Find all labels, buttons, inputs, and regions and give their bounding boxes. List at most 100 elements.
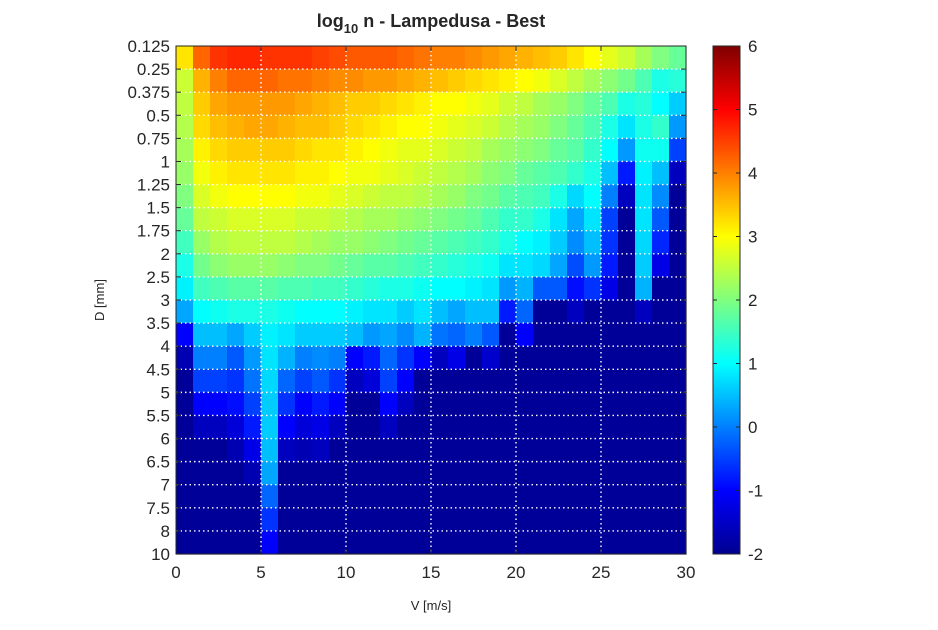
heatmap-cell [635, 253, 653, 278]
heatmap-cell [244, 138, 262, 163]
heatmap-cell [516, 46, 534, 70]
heatmap-cell [533, 507, 551, 532]
heatmap-cell [312, 484, 330, 509]
heatmap-cell [176, 438, 194, 463]
heatmap-cell [635, 115, 653, 139]
heatmap-cell [346, 276, 364, 301]
heatmap-cell [669, 323, 687, 347]
heatmap-cell [465, 323, 483, 347]
heatmap-cell [363, 438, 381, 463]
heatmap-cell [584, 69, 602, 93]
heatmap-cell [329, 69, 347, 93]
heatmap-cell [499, 115, 517, 139]
heatmap-cell [244, 46, 262, 70]
heatmap-cell [482, 46, 500, 70]
heatmap-cell [635, 346, 653, 370]
heatmap-cell [601, 69, 619, 93]
heatmap-cell [465, 346, 483, 370]
colorbar-tick-label: 2 [748, 291, 757, 310]
heatmap-cell [652, 161, 670, 186]
heatmap-cell [193, 138, 211, 163]
heatmap-cell [278, 392, 296, 417]
heatmap-cell [210, 392, 228, 417]
heatmap-cell [278, 69, 296, 93]
heatmap-cell [533, 46, 551, 70]
heatmap-cell [567, 276, 585, 301]
heatmap-cell [278, 346, 296, 370]
heatmap-cell [669, 507, 687, 532]
heatmap-cell [210, 369, 228, 393]
heatmap-cell [448, 207, 466, 232]
heatmap-cell [227, 507, 245, 532]
heatmap-cell [482, 438, 500, 463]
heatmap-cell [482, 346, 500, 370]
heatmap-cell [499, 438, 517, 463]
heatmap-cell [261, 115, 279, 139]
heatmap-cell [363, 161, 381, 186]
heatmap-cell [346, 392, 364, 417]
heatmap-cell [397, 415, 415, 440]
heatmap-cell [499, 484, 517, 509]
heatmap-cell [618, 138, 636, 163]
heatmap-cell [346, 184, 364, 209]
heatmap-cell [448, 138, 466, 163]
heatmap-cell [346, 415, 364, 440]
heatmap-cell [227, 369, 245, 393]
heatmap-cell [193, 415, 211, 440]
heatmap-cell [414, 92, 432, 116]
heatmap-cell [669, 484, 687, 509]
heatmap-cell [363, 300, 381, 324]
heatmap-cell [261, 369, 279, 393]
heatmap-cell [533, 346, 551, 370]
heatmap-cell [482, 138, 500, 163]
heatmap-cell [601, 161, 619, 186]
heatmap-cell [210, 438, 228, 463]
heatmap-cell [635, 46, 653, 70]
heatmap-cell [448, 46, 466, 70]
heatmap-cell [176, 484, 194, 509]
heatmap-cell [261, 138, 279, 163]
heatmap-cell [465, 530, 483, 555]
heatmap-cell [278, 207, 296, 232]
heatmap-cell [193, 300, 211, 324]
colorbar-tick-label: 6 [748, 37, 757, 56]
heatmap-cell [176, 69, 194, 93]
heatmap-cell [550, 184, 568, 209]
heatmap-cell [227, 253, 245, 278]
heatmap-cell [176, 346, 194, 370]
heatmap-cell [278, 369, 296, 393]
heatmap-cell [261, 346, 279, 370]
heatmap-cell [414, 253, 432, 278]
heatmap-cell [618, 530, 636, 555]
x-axis-label: V [m/s] [411, 598, 451, 613]
heatmap-cell [380, 115, 398, 139]
heatmap-cell [397, 184, 415, 209]
heatmap-cell [244, 230, 262, 255]
colorbar-tick-label: 3 [748, 228, 757, 247]
heatmap-cell [635, 184, 653, 209]
heatmap-cell [533, 161, 551, 186]
heatmap-cell [567, 115, 585, 139]
x-tick-label: 20 [507, 563, 526, 582]
heatmap-cell [312, 461, 330, 486]
heatmap-cell [363, 92, 381, 116]
heatmap-cell [414, 484, 432, 509]
heatmap-cell [482, 392, 500, 417]
heatmap-cell [414, 461, 432, 486]
heatmap-cell [601, 92, 619, 116]
y-tick-label: 0.75 [137, 129, 170, 148]
heatmap-cell [244, 369, 262, 393]
heatmap-cell [397, 438, 415, 463]
heatmap-cell [516, 138, 534, 163]
heatmap-cell [550, 346, 568, 370]
heatmap-cell [635, 161, 653, 186]
heatmap-cell [278, 253, 296, 278]
heatmap-cell [567, 253, 585, 278]
y-tick-label: 10 [151, 545, 170, 564]
heatmap-cell [346, 46, 364, 70]
heatmap-cell [635, 138, 653, 163]
heatmap-cell [329, 92, 347, 116]
heatmap-cell [635, 392, 653, 417]
heatmap-cell [448, 253, 466, 278]
heatmap-cell [244, 507, 262, 532]
